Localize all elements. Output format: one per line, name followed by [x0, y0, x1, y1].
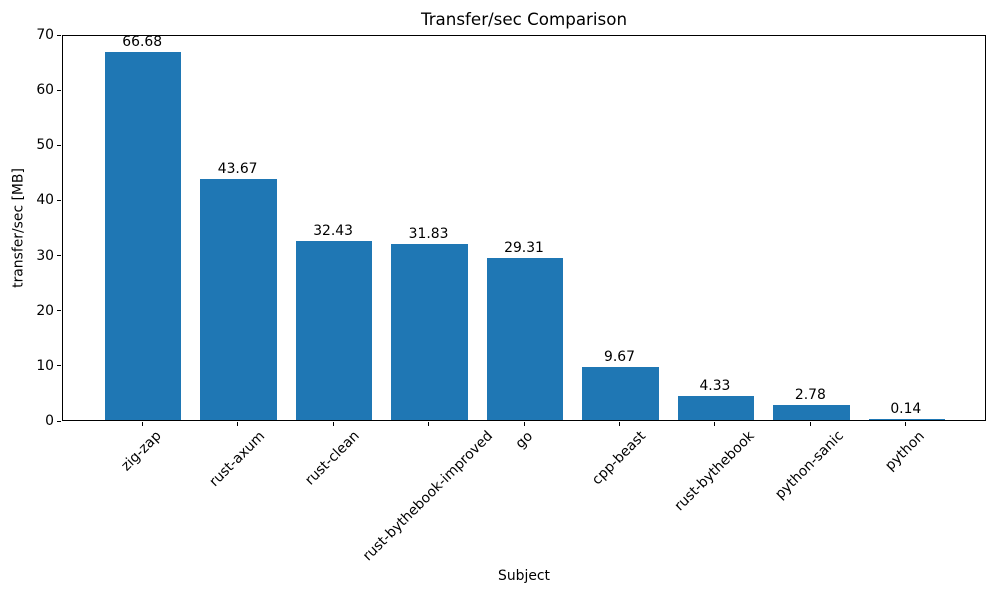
- y-tick-label: 20: [36, 302, 54, 319]
- bar-value-label: 66.68: [122, 34, 163, 51]
- bar-rust-clean: [295, 241, 373, 420]
- y-tick-label: 0: [45, 413, 54, 429]
- x-tick: [523, 422, 525, 426]
- plot-area: [62, 35, 986, 421]
- x-tick-label-python-sanic: python-sanic: [772, 428, 848, 503]
- y-tick-label: 70: [36, 27, 54, 43]
- bar-zig-zap: [105, 52, 182, 420]
- bar-value-label: 9.67: [603, 348, 635, 365]
- x-tick-label-rust-bythebook: rust-bythebook: [671, 428, 758, 515]
- y-tick: [57, 89, 61, 91]
- y-tick: [57, 199, 61, 201]
- y-tick: [57, 34, 61, 36]
- bar-value-label: 2.78: [794, 386, 826, 403]
- bar-value-label: 29.31: [504, 240, 544, 257]
- x-tick: [141, 422, 143, 426]
- x-tick: [237, 422, 239, 426]
- x-tick-label-rust-clean: rust-clean: [302, 428, 363, 489]
- y-tick-label: 50: [36, 137, 54, 154]
- y-tick: [57, 420, 61, 422]
- x-tick: [714, 422, 716, 426]
- bar-go: [486, 258, 564, 420]
- bar-rust-bythebook: [677, 396, 755, 420]
- x-tick: [618, 422, 620, 426]
- bar-python: [868, 419, 945, 420]
- bar-rust-bythebook-improved: [391, 244, 468, 420]
- y-axis-label: transfer/sec [MB]: [10, 168, 27, 288]
- x-tick: [905, 422, 907, 426]
- x-tick-label-zig-zap: zig-zap: [118, 428, 165, 475]
- x-tick: [809, 422, 811, 426]
- y-tick-label: 60: [36, 82, 54, 99]
- y-tick: [57, 255, 61, 257]
- x-tick: [428, 422, 430, 426]
- bar-value-label: 31.83: [408, 226, 449, 243]
- bar-value-label: 4.33: [699, 378, 731, 395]
- bar-value-label: 0.14: [890, 401, 922, 418]
- y-tick: [57, 144, 61, 146]
- bar-value-label: 32.43: [313, 223, 353, 240]
- y-tick-label: 40: [36, 192, 54, 209]
- x-tick-label-rust-axum: rust-axum: [206, 427, 269, 490]
- x-tick-label-python: python: [882, 428, 929, 474]
- bar-cpp-beast: [582, 366, 659, 420]
- y-tick-label: 30: [36, 247, 54, 264]
- x-axis-label: Subject: [498, 568, 550, 584]
- x-tick-label-rust-bythebook-improved: rust-bythebook-improved: [359, 428, 497, 565]
- y-tick: [57, 365, 61, 367]
- bar-rust-axum: [200, 179, 277, 420]
- chart-title: Transfer/sec Comparison: [420, 9, 628, 29]
- x-tick: [332, 422, 334, 426]
- bar-python-sanic: [773, 404, 850, 420]
- y-tick-label: 10: [36, 357, 54, 374]
- bar-value-label: 43.67: [217, 161, 258, 178]
- x-tick-label-go: go: [512, 427, 536, 452]
- x-tick-label-cpp-beast: cpp-beast: [589, 428, 650, 489]
- y-tick: [57, 310, 61, 312]
